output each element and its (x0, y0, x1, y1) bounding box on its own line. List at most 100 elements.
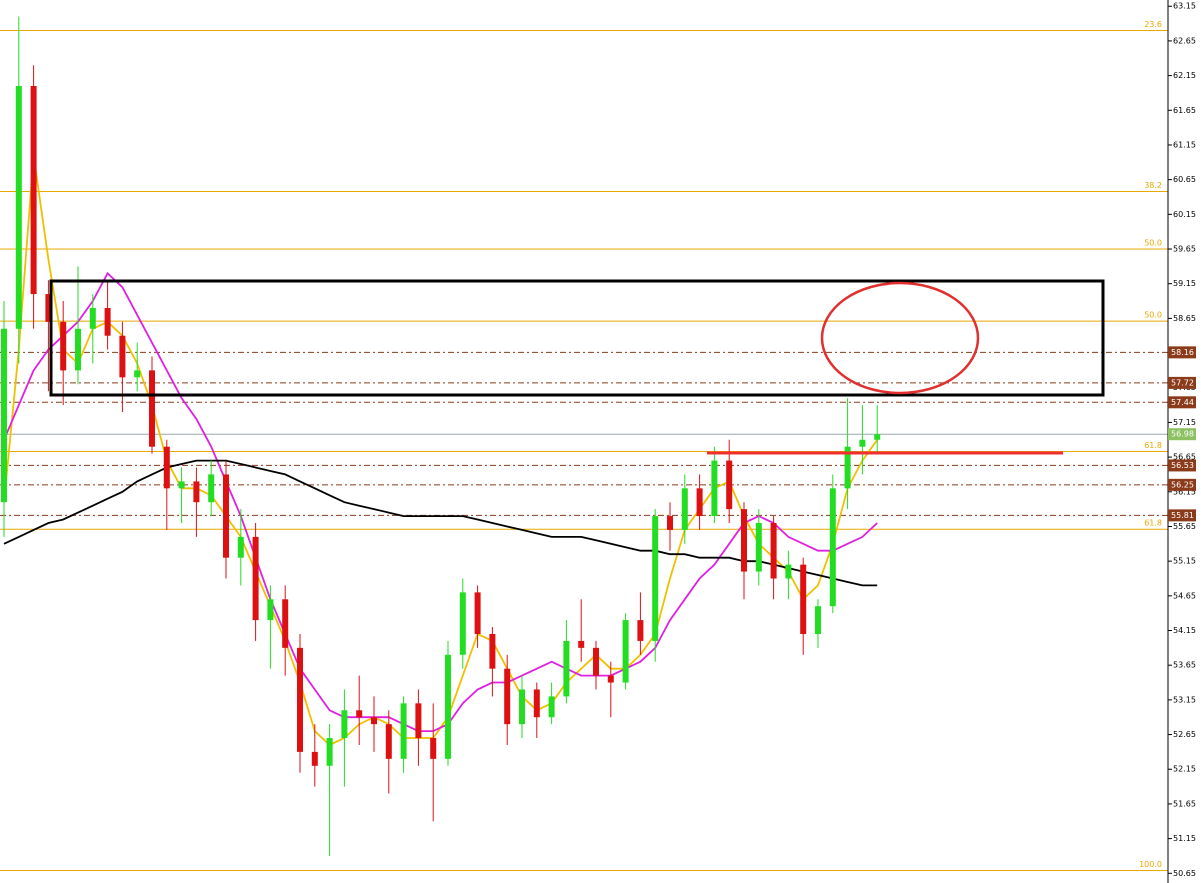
candle-body (874, 434, 881, 440)
candle-body (504, 668, 511, 725)
fib-label: 50.0 (1144, 311, 1162, 320)
plot (1, 16, 881, 856)
y-tick-label: 56.15 (1173, 487, 1196, 496)
candle-body (223, 474, 229, 558)
candle-body (667, 516, 673, 530)
moving-average (3, 459, 878, 587)
y-tick-label: 61.65 (1173, 106, 1196, 115)
candle-body (45, 294, 52, 322)
candle-body (563, 640, 570, 697)
price-label: 56.25 (1171, 480, 1194, 489)
candle-body (252, 536, 259, 621)
price-label: 57.44 (1171, 398, 1194, 407)
candle-body (741, 509, 747, 572)
current-price-label: 56.98 (1171, 430, 1194, 439)
price-label: 56.53 (1171, 461, 1194, 470)
candle-body (755, 523, 762, 572)
moving-average (3, 271, 878, 732)
candle-body (533, 689, 540, 718)
candle-body (400, 703, 407, 759)
current-price-box (1168, 428, 1196, 441)
candle-body (859, 439, 866, 447)
candle-body (637, 620, 644, 641)
candle-body (267, 599, 274, 621)
y-tick-label: 63.15 (1173, 2, 1196, 11)
candle-body (75, 328, 81, 371)
candle-body (89, 307, 96, 329)
candle-body (149, 370, 155, 447)
y-tick-label: 53.15 (1173, 695, 1196, 704)
candle-body (311, 751, 318, 766)
price-box (1168, 478, 1196, 491)
candle-body (578, 640, 585, 648)
price-box (1168, 459, 1196, 472)
candle-body (459, 592, 466, 655)
candle-body (178, 481, 185, 489)
y-tick-label: 55.65 (1173, 522, 1196, 531)
fib-label: 61.8 (1144, 441, 1162, 450)
price-box (1168, 509, 1196, 522)
candle-body (104, 307, 111, 336)
candle-body (193, 481, 200, 503)
y-tick-label: 58.65 (1173, 314, 1196, 323)
price-box (1168, 376, 1196, 389)
y-tick-label: 62.65 (1173, 36, 1196, 45)
candle-body (371, 717, 377, 725)
candle-body (341, 710, 348, 739)
candle-body (681, 488, 688, 530)
candle-body (282, 599, 289, 648)
y-tick-label: 59.65 (1173, 245, 1196, 254)
candle-body (208, 474, 215, 503)
y-tick-label: 56.65 (1173, 453, 1196, 462)
candle-body (297, 647, 303, 752)
candle-body (652, 516, 659, 641)
y-tick-label: 51.15 (1173, 834, 1196, 843)
candle-body (800, 564, 807, 634)
candle-body (519, 689, 525, 725)
candle-body (711, 460, 718, 517)
y-tick-label: 61.15 (1173, 140, 1196, 149)
y-tick-label: 54.15 (1173, 626, 1196, 635)
levels: 23.6 38.2 50.0 50.0 61.8 61.8 100.0 (0, 20, 1168, 872)
fib-label: 50.0 (1144, 239, 1162, 248)
candle-body (445, 654, 451, 759)
highlight-ellipse (820, 281, 980, 395)
y-tick-label: 52.15 (1173, 765, 1196, 774)
candle-body (385, 724, 392, 759)
candle-body (829, 488, 836, 607)
y-tick-label: 57.15 (1173, 418, 1196, 427)
candle-body (163, 446, 170, 489)
y-axis: 63.15 62.65 62.15 61.65 61.15 60.65 60.15 59.65… (1168, 2, 1196, 878)
candle-body (15, 86, 22, 329)
candle-body (548, 696, 555, 718)
y-tick-label: 59.15 (1173, 279, 1196, 288)
zone-box (49, 279, 1105, 397)
candle-body (593, 647, 599, 676)
candle-body (696, 488, 703, 517)
candle-body (415, 703, 422, 739)
candle-body (844, 446, 851, 489)
candle-body (489, 633, 496, 669)
price-label: 58.16 (1171, 348, 1194, 357)
candle-body (326, 738, 333, 766)
fib-label: 38.2 (1144, 181, 1162, 190)
y-tick-label: 51.65 (1173, 799, 1196, 808)
candle-body (726, 460, 733, 510)
y-tick-label: 54.65 (1173, 591, 1196, 600)
y-tick-label: 50.65 (1173, 869, 1196, 878)
candle-body (119, 335, 126, 378)
y-tick-label: 55.15 (1173, 557, 1196, 566)
price-label: 55.81 (1171, 511, 1194, 520)
candle-body (237, 536, 244, 558)
candle-body (474, 592, 481, 634)
candle-body (60, 321, 67, 371)
fib-label: 61.8 (1144, 519, 1162, 528)
y-tick-label: 60.15 (1173, 210, 1196, 219)
y-tick-label: 53.65 (1173, 661, 1196, 670)
candle-body (815, 606, 821, 634)
candle-body (622, 620, 629, 683)
candle-body (607, 675, 614, 683)
y-tick-label: 52.65 (1173, 730, 1196, 739)
